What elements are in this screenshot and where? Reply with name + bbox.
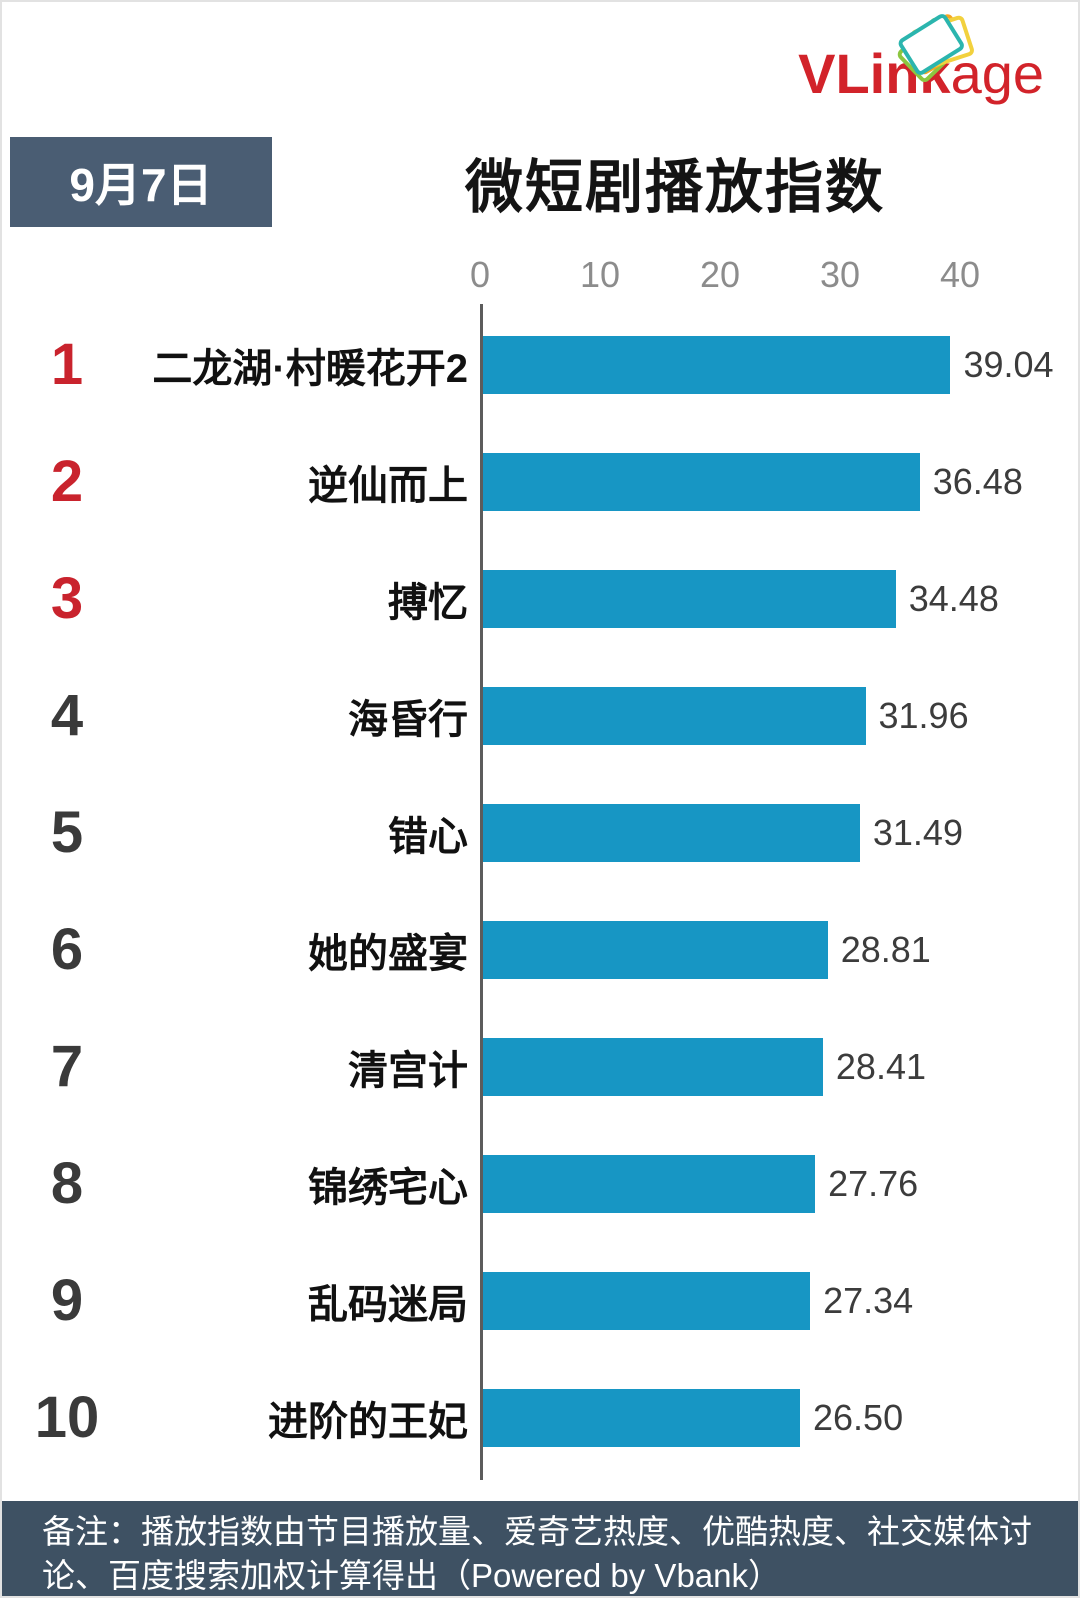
rank-number: 2: [50, 449, 84, 514]
rank-number: 9: [50, 1268, 84, 1333]
bar: [482, 686, 866, 745]
footer-note: 备注：播放指数由节目播放量、爱奇艺热度、优酷热度、社交媒体讨论、百度搜索加权计算…: [2, 1501, 1078, 1596]
chart-row: 7 清宫计 28.41: [2, 1008, 1078, 1125]
drama-title: 她的盛宴: [308, 931, 468, 976]
bar: [482, 1037, 823, 1096]
chart-row: 9 乱码迷局 27.34: [2, 1242, 1078, 1359]
value-label: 27.34: [823, 1279, 914, 1321]
bar: [482, 335, 951, 394]
bar: [482, 1388, 800, 1447]
y-axis-line: [480, 304, 483, 1480]
drama-title: 二龙湖·村暖花开2: [152, 346, 468, 391]
rank-number: 10: [34, 1385, 100, 1450]
stacked-cards-icon: [897, 14, 975, 82]
bar-wrap: 36.48: [482, 452, 1078, 511]
value-label: 34.48: [908, 577, 999, 619]
chart-row: 6 她的盛宴 28.81: [2, 891, 1078, 1008]
rank-number: 1: [50, 332, 84, 397]
chart-row: 3 搏忆 34.48: [2, 540, 1078, 657]
x-tick-label: 20: [699, 254, 741, 295]
drama-title: 错心: [388, 814, 468, 859]
rank-number: 4: [50, 683, 84, 748]
header: 9月7日 微短剧播放指数: [2, 137, 1078, 232]
bar: [482, 920, 828, 979]
drama-title: 锦绣宅心: [308, 1165, 468, 1210]
bar-wrap: 27.76: [482, 1154, 1078, 1213]
bar: [482, 1271, 811, 1330]
drama-title: 逆仙而上: [308, 463, 468, 508]
bar-wrap: 39.04: [482, 335, 1078, 394]
drama-title: 海昏行: [348, 697, 468, 742]
bar-wrap: 31.49: [482, 803, 1078, 862]
bar-wrap: 28.41: [482, 1037, 1078, 1096]
date-badge: 9月7日: [10, 137, 272, 227]
value-label: 26.50: [813, 1396, 904, 1438]
page-title: 微短剧播放指数: [464, 155, 885, 220]
rank-number: 7: [50, 1034, 84, 1099]
chart-row: 1 二龙湖·村暖花开2 39.04: [2, 306, 1078, 423]
chart-row: 5 错心 31.49: [2, 774, 1078, 891]
value-label: 39.04: [963, 343, 1054, 385]
chart-row: 8 锦绣宅心 27.76: [2, 1125, 1078, 1242]
rank-number: 3: [50, 566, 84, 631]
x-tick-label: 0: [469, 254, 491, 295]
drama-title: 清宫计: [348, 1048, 468, 1093]
value-label: 28.81: [840, 928, 931, 970]
x-tick-label: 10: [579, 254, 621, 295]
chart-row: 4 海昏行 31.96: [2, 657, 1078, 774]
drama-title: 进阶的王妃: [268, 1399, 468, 1444]
top-strip: VLinkage: [2, 2, 1078, 137]
rank-number: 5: [50, 800, 84, 865]
bar-chart: 0 10 20 30 40 1 二龙湖·村暖花开2 39.04 2 逆仙而上 36.48…: [2, 254, 1078, 1480]
bar-wrap: 27.34: [482, 1271, 1078, 1330]
chart-row: 10 进阶的王妃 26.50: [2, 1359, 1078, 1476]
value-label: 31.49: [872, 811, 963, 853]
bar: [482, 1154, 816, 1213]
rank-number: 6: [50, 917, 84, 982]
x-tick-label: 30: [819, 254, 861, 295]
bar: [482, 452, 920, 511]
drama-title: 搏忆: [388, 580, 468, 625]
bar-wrap: 31.96: [482, 686, 1078, 745]
x-tick-label: 40: [939, 254, 981, 295]
bar: [482, 803, 860, 862]
chart-rows: 1 二龙湖·村暖花开2 39.04 2 逆仙而上 36.48 3 搏忆 34.4…: [2, 306, 1078, 1476]
value-label: 36.48: [932, 460, 1023, 502]
bar-wrap: 28.81: [482, 920, 1078, 979]
rank-number: 8: [50, 1151, 84, 1216]
bar-wrap: 26.50: [482, 1388, 1078, 1447]
value-label: 28.41: [835, 1045, 926, 1087]
drama-title: 乱码迷局: [308, 1282, 468, 1327]
bar-wrap: 34.48: [482, 569, 1078, 628]
x-axis-ticks: 0 10 20 30 40: [470, 254, 1078, 306]
vlinkage-logo: VLinkage: [798, 14, 1044, 102]
value-label: 31.96: [878, 694, 969, 736]
chart-row: 2 逆仙而上 36.48: [2, 423, 1078, 540]
value-label: 27.76: [828, 1162, 919, 1204]
bar: [482, 569, 896, 628]
